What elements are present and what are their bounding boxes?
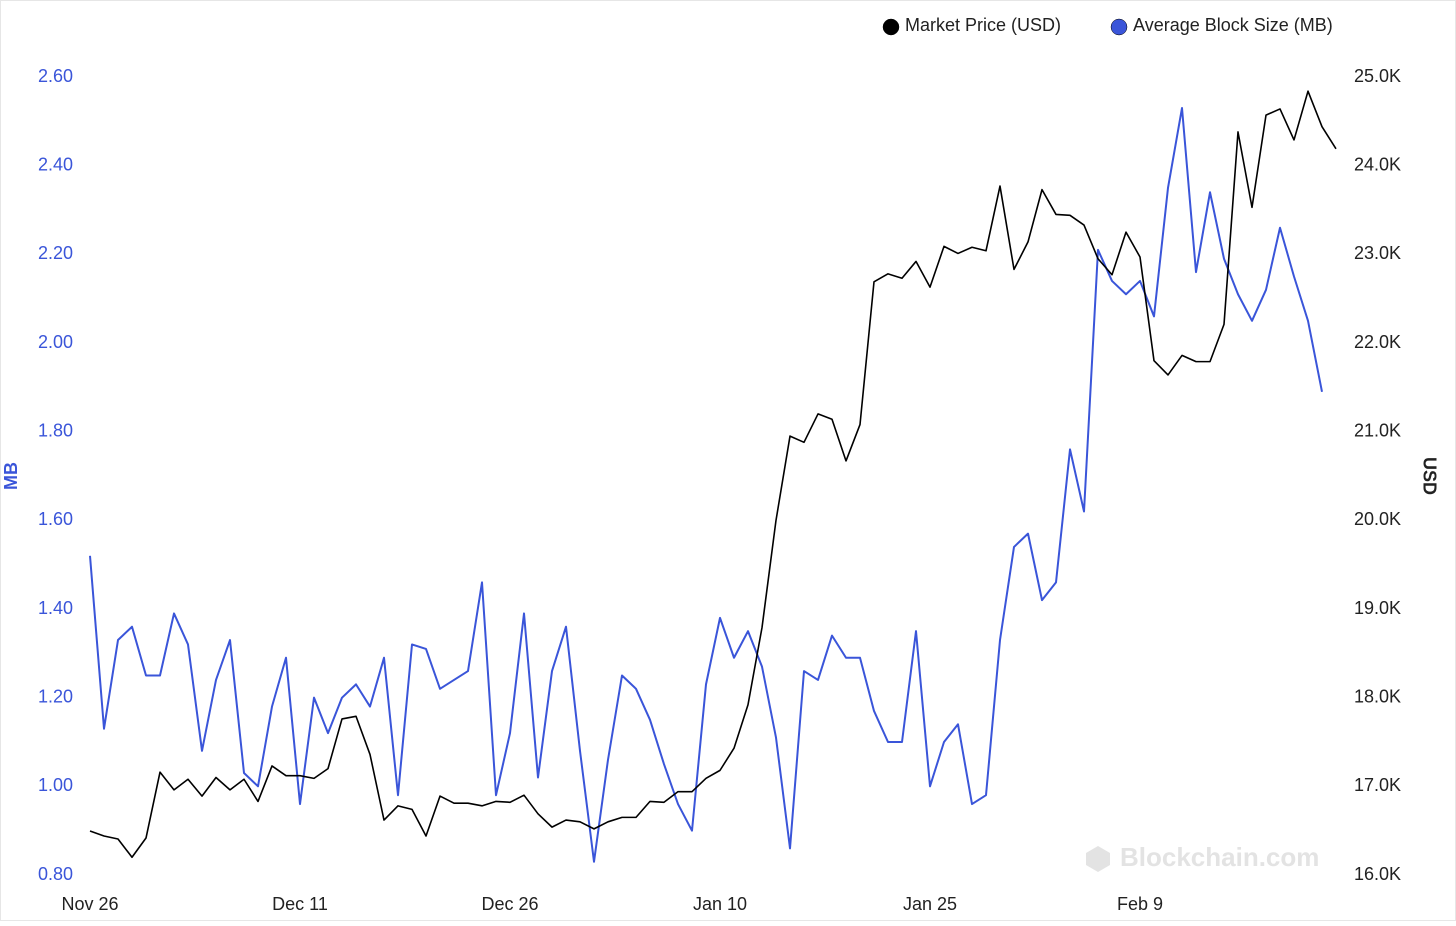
y-tick-label: 1.40 — [38, 598, 73, 618]
y2-tick-label: 22.0K — [1354, 332, 1401, 352]
y-tick-label: 1.80 — [38, 420, 73, 440]
y2-tick-label: 25.0K — [1354, 66, 1401, 86]
y2-tick-label: 23.0K — [1354, 243, 1401, 263]
y-tick-label: 2.00 — [38, 332, 73, 352]
y2-tick-label: 19.0K — [1354, 598, 1401, 618]
legend-marker — [882, 18, 900, 36]
y2-tick-label: 18.0K — [1354, 686, 1401, 706]
y2-axis-title: USD — [1419, 457, 1439, 495]
series-line — [89, 107, 1323, 863]
x-tick-label: Dec 11 — [272, 894, 328, 914]
y-tick-label: 2.20 — [38, 243, 73, 263]
y-tick-label: 2.40 — [38, 154, 73, 174]
y2-tick-label: 17.0K — [1354, 775, 1401, 795]
y-tick-label: 1.20 — [38, 686, 73, 706]
watermark-icon — [1086, 846, 1110, 872]
x-tick-label: Jan 25 — [903, 894, 957, 914]
x-tick-label: Feb 9 — [1117, 894, 1163, 914]
legend-marker — [1110, 18, 1128, 36]
y2-tick-label: 21.0K — [1354, 420, 1401, 440]
y-tick-label: 2.60 — [38, 66, 73, 86]
legend-label: Average Block Size (MB) — [1133, 15, 1333, 35]
x-tick-label: Nov 26 — [61, 894, 118, 914]
y2-tick-label: 20.0K — [1354, 509, 1401, 529]
series-line — [89, 90, 1337, 859]
watermark-text: Blockchain.com — [1120, 842, 1319, 872]
y2-tick-label: 24.0K — [1354, 154, 1401, 174]
x-tick-label: Dec 26 — [481, 894, 538, 914]
y-tick-label: 0.80 — [38, 864, 73, 884]
y2-tick-label: 16.0K — [1354, 864, 1401, 884]
y-tick-label: 1.00 — [38, 775, 73, 795]
legend-label: Market Price (USD) — [905, 15, 1061, 35]
x-tick-label: Jan 10 — [693, 894, 747, 914]
y-axis-title: MB — [1, 462, 21, 490]
watermark: Blockchain.com — [1086, 842, 1319, 872]
y-tick-label: 1.60 — [38, 509, 73, 529]
